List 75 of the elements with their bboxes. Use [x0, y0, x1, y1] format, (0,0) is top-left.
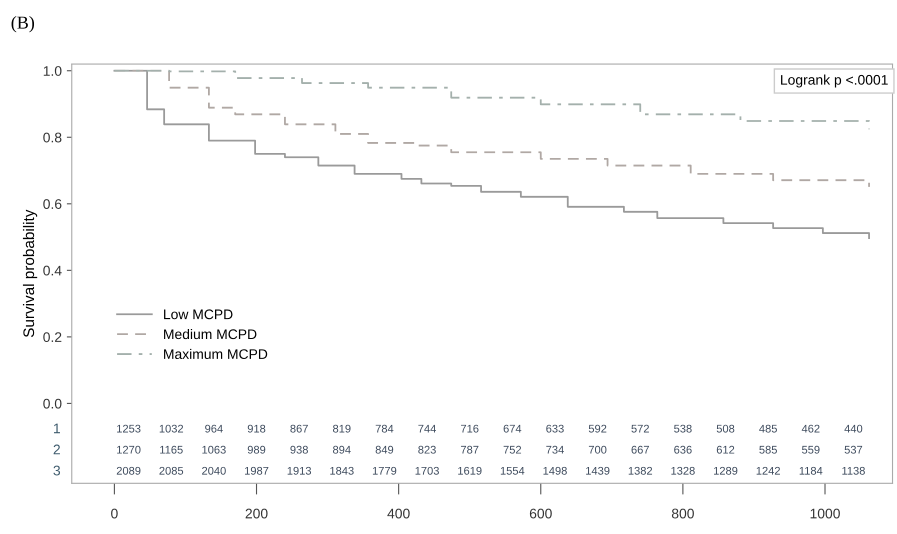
data-label: 1270 [117, 446, 141, 454]
data-label: 2040 [202, 466, 226, 475]
data-label: 849 [376, 446, 394, 454]
y-tick-label: 0.4 [43, 266, 62, 276]
data-label: 938 [290, 446, 308, 454]
data-label: 1328 [671, 466, 695, 475]
data-label: 508 [716, 424, 734, 433]
x-tick-label: 800 [672, 508, 694, 518]
data-label: 592 [588, 424, 606, 433]
y-tick-label: 0.0 [43, 398, 62, 409]
data-label: 1843 [330, 466, 354, 475]
data-label: 867 [290, 424, 308, 433]
data-label: 700 [588, 446, 606, 454]
y-tick-label: 2 [54, 444, 60, 454]
data-label: 1498 [543, 466, 567, 475]
data-label: 716 [461, 424, 478, 433]
data-label: 1619 [458, 466, 482, 475]
data-label: 440 [844, 424, 862, 433]
data-label: 585 [759, 446, 777, 454]
data-label: 667 [632, 446, 649, 454]
x-tick-label: 600 [530, 508, 552, 518]
data-label: 1242 [756, 466, 780, 475]
y-tick-label: 1 [54, 424, 60, 434]
data-label: 894 [333, 446, 351, 454]
data-label: 2089 [116, 466, 140, 475]
data-label: 1779 [372, 466, 396, 475]
data-label: 964 [205, 424, 223, 433]
data-label: 1032 [160, 424, 184, 433]
data-label: 1439 [586, 466, 610, 475]
data-label: 537 [844, 446, 862, 454]
data-label: 1063 [202, 446, 226, 454]
data-label: 633 [546, 424, 564, 433]
annotation: Logrank p <.0001 [781, 74, 888, 88]
data-label: 1165 [160, 446, 183, 454]
data-label: 485 [759, 424, 777, 433]
data-label: 1138 [842, 466, 865, 475]
data-label: 572 [631, 424, 649, 433]
data-label: 462 [802, 424, 820, 433]
data-label: 1253 [117, 424, 140, 433]
data-label: 823 [418, 446, 436, 454]
y-axis-title: Survival probability [22, 210, 38, 338]
legend-label: Low MCPD [164, 309, 232, 320]
data-label: 1184 [800, 466, 822, 475]
data-label: 1703 [416, 466, 439, 475]
data-label: 744 [418, 424, 436, 432]
data-label: 636 [674, 446, 692, 454]
data-label: 734 [546, 446, 564, 454]
data-label: 1987 [245, 466, 268, 475]
legend-label: Maximum MCPD [164, 348, 268, 360]
data-label: 559 [802, 446, 820, 454]
data-label: 612 [716, 446, 734, 454]
y-tick-label: 3 [53, 466, 60, 476]
data-label: 752 [504, 446, 522, 454]
y-tick-label: 0.8 [43, 132, 62, 142]
data-label: 674 [504, 424, 522, 433]
data-label: 2085 [159, 466, 184, 475]
legend-label: Medium MCPD [164, 328, 256, 340]
y-tick-label: 0.6 [43, 199, 62, 209]
x-tick-label: 1000 [810, 508, 840, 518]
x-tick-label: 400 [387, 508, 410, 518]
data-label: 819 [333, 424, 351, 433]
data-label: 918 [248, 424, 266, 433]
data-label: 1289 [714, 466, 738, 475]
x-tick-label: 0 [111, 508, 118, 518]
data-label: 1382 [628, 466, 652, 475]
data-label: 1554 [500, 466, 524, 475]
y-tick-label: 1.0 [44, 66, 62, 76]
data-label: 989 [248, 446, 266, 454]
data-label: 784 [376, 424, 394, 433]
x-tick-label: 200 [246, 508, 268, 518]
y-tick-label: 0.2 [43, 332, 62, 342]
data-label: 538 [674, 424, 692, 433]
data-label: 1913 [288, 466, 312, 475]
data-label: 787 [461, 446, 478, 454]
chart-title: (B) [12, 16, 34, 32]
